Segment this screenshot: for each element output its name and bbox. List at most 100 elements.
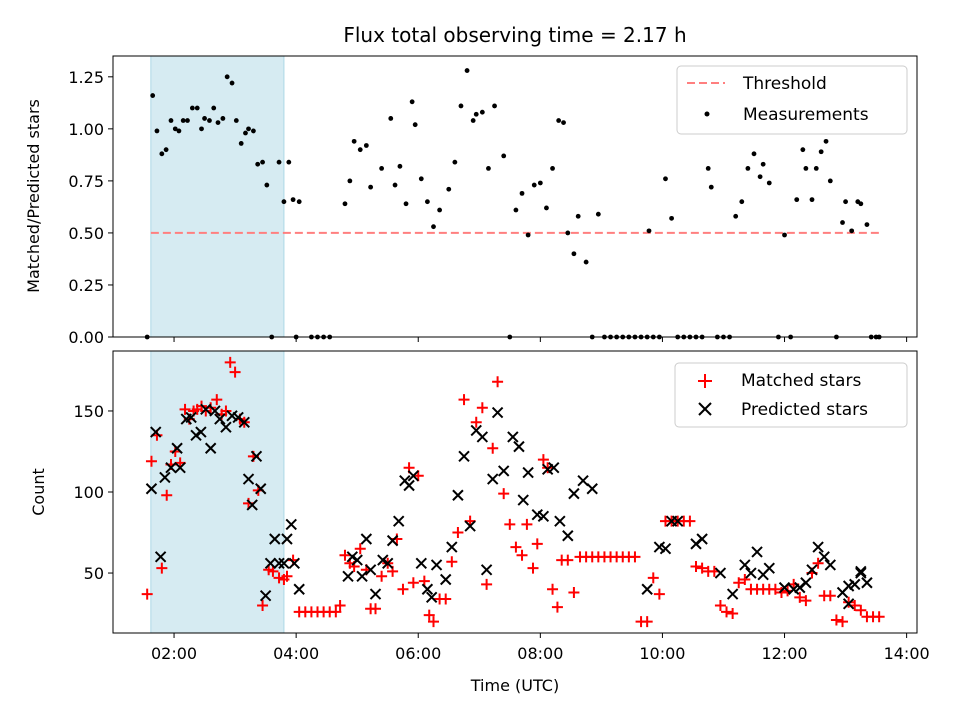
predicted-star-point — [513, 440, 525, 453]
predicted-star-point — [255, 483, 267, 495]
predicted-star-point — [171, 442, 183, 454]
top-ytick-label: 1.25 — [68, 68, 104, 87]
predicted-star-point — [242, 473, 255, 485]
matched-star-point — [568, 586, 580, 598]
measurement-point — [159, 151, 165, 157]
predicted-star-point — [824, 559, 837, 571]
measurement-point — [745, 166, 751, 171]
matched-star-point — [531, 538, 543, 550]
matched-star-point — [161, 489, 173, 501]
top-y-axis-label: Matched/Predicted stars — [24, 99, 43, 293]
measurement-point — [437, 207, 443, 213]
predicted-star-point — [554, 515, 566, 527]
predicted-star-point — [714, 567, 727, 579]
matched-star-point — [452, 527, 464, 539]
matched-star-point — [690, 561, 702, 573]
predicted-star-point — [430, 559, 443, 571]
predicted-star-point — [220, 421, 232, 433]
bottom-axis-ticks: 50 100 150 02:00 04:00 06:00 08:00 10:00 12:00 14… — [73, 402, 929, 663]
matched-star-point — [267, 565, 279, 577]
matched-star-point — [257, 599, 269, 611]
measurement-point — [180, 118, 186, 123]
predicted-star-point — [425, 591, 438, 604]
measurement-point — [220, 116, 226, 121]
predicted-star-point — [464, 520, 476, 532]
predicted-star-point — [293, 583, 305, 595]
measurement-point — [757, 174, 763, 180]
matched-star-point — [498, 488, 510, 500]
matched-star-point — [516, 549, 528, 561]
predicted-star-point — [209, 405, 221, 417]
predicted-star-point — [806, 564, 818, 576]
matched-star-point — [243, 497, 255, 509]
measurement-point — [446, 186, 452, 192]
measurement-point — [168, 118, 174, 123]
matched-star-point — [440, 593, 452, 605]
predicted-star-point — [641, 583, 653, 595]
matched-star-point — [145, 455, 157, 467]
predicted-star-point — [696, 533, 708, 545]
matched-star-point — [629, 551, 641, 563]
measurement-point — [431, 224, 436, 230]
top-axes-frame — [112, 55, 918, 338]
top-ytick-label: 1.00 — [68, 120, 104, 139]
measurement-point — [207, 118, 212, 123]
predicted-star-point — [577, 474, 589, 487]
predicted-star-point — [377, 554, 389, 566]
predicted-star-point — [458, 450, 470, 463]
measurement-point — [368, 184, 374, 190]
matched-star-point — [641, 616, 653, 628]
matched-star-point — [812, 557, 824, 569]
predicted-star-point — [214, 413, 226, 425]
matched-star-point — [354, 543, 366, 555]
predicted-star-point — [751, 546, 763, 558]
measurement-point — [363, 143, 369, 148]
measurement-point — [537, 180, 543, 186]
measurement-point — [843, 199, 848, 205]
xtick-label: 02:00 — [151, 644, 197, 663]
measurement-point — [556, 118, 562, 123]
matched-star-point — [273, 572, 285, 584]
predicted-star-point — [763, 562, 775, 574]
matched-star-point — [339, 549, 351, 561]
measurement-point — [342, 201, 348, 207]
measurement-point — [473, 111, 479, 117]
matched-star-point — [775, 586, 787, 598]
measurement-point — [571, 251, 577, 257]
measurement-point — [823, 138, 829, 144]
measurement-point — [864, 222, 870, 228]
observing-window-shade-top — [150, 55, 285, 338]
measurement-point — [595, 211, 601, 217]
top-ytick-label: 0.25 — [68, 276, 104, 295]
predicted-star-point — [487, 473, 499, 485]
measurement-point — [550, 166, 555, 171]
measurement-point — [418, 176, 424, 182]
measurement-point — [708, 184, 714, 190]
measurement-point — [199, 126, 204, 132]
legend-predicted-label: Predicted stars — [741, 400, 868, 420]
predicted-star-point — [356, 570, 368, 582]
matched-star-point — [537, 454, 549, 466]
matched-star-point — [727, 608, 739, 620]
bottom-ytick-label: 50 — [84, 564, 104, 583]
matched-star-point — [873, 611, 885, 623]
measurement-point — [479, 109, 485, 115]
predicted-star-point — [562, 530, 574, 542]
predicted-star-point — [273, 557, 285, 570]
measurement-point — [794, 197, 800, 203]
predicted-star-point — [165, 461, 177, 474]
measurement-point — [189, 105, 195, 111]
measurement-point — [251, 128, 256, 134]
xtick-label: 06:00 — [395, 644, 441, 663]
measurement-point — [392, 182, 398, 188]
predicted-star-point — [238, 416, 250, 429]
measurement-point — [803, 166, 809, 171]
bottom-ytick-label: 100 — [73, 483, 104, 502]
predicted-star-point — [497, 465, 510, 477]
predicted-star-point — [842, 598, 855, 610]
matched-star-point — [521, 518, 533, 530]
measurement-point — [458, 103, 464, 109]
matched-star-point — [487, 442, 499, 454]
measurement-point — [760, 161, 766, 167]
predicted-star-point — [778, 581, 791, 594]
